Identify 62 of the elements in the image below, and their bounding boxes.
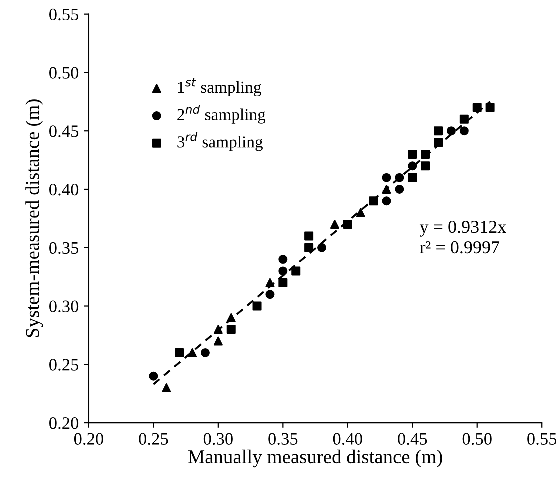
point — [382, 173, 392, 182]
y-tick-label: 0.25 — [50, 359, 79, 371]
point — [460, 114, 469, 124]
point — [175, 348, 184, 358]
point — [226, 325, 236, 334]
point — [382, 184, 392, 194]
point — [278, 266, 288, 276]
point — [266, 278, 275, 288]
x-axis-title: Manually measured distance (m) — [188, 450, 442, 468]
point — [330, 220, 340, 230]
y-tick-label: 0.45 — [50, 126, 79, 138]
y-axis-title: System-measured distance (m) — [26, 100, 44, 338]
point — [226, 313, 236, 322]
y-tick-label: 0.20 — [50, 418, 79, 430]
x-tick-label: 0.30 — [204, 433, 233, 446]
point — [460, 126, 469, 136]
point — [395, 173, 404, 182]
point — [200, 348, 210, 358]
point — [214, 336, 223, 346]
point — [434, 138, 444, 148]
point — [278, 255, 288, 264]
point — [304, 243, 314, 252]
y-tick-label: 0.55 — [50, 8, 79, 21]
x-tick-label: 0.40 — [333, 433, 362, 446]
point — [149, 372, 158, 381]
point — [434, 126, 444, 136]
point — [292, 266, 301, 276]
legend-label: 3$^{rd}$ sampling — [178, 132, 263, 152]
point — [252, 302, 262, 311]
point — [382, 196, 392, 206]
y-tick-label: 0.40 — [50, 184, 79, 196]
point — [162, 384, 172, 392]
x-tick-label: 0.25 — [139, 433, 168, 446]
point — [446, 126, 456, 136]
point — [395, 184, 404, 194]
point — [304, 232, 314, 241]
point — [356, 208, 366, 218]
point — [214, 325, 223, 334]
annotation: y = 0.9312x — [420, 220, 506, 237]
point — [278, 278, 288, 288]
point — [343, 220, 352, 230]
point — [318, 243, 326, 252]
point — [188, 348, 198, 358]
point — [369, 196, 378, 206]
y-tick-label: 0.30 — [50, 300, 79, 313]
point — [486, 103, 495, 112]
legend-label: 2$^{nd}$ sampling — [178, 105, 266, 124]
x-tick-label: 0.20 — [74, 433, 104, 446]
x-tick-label: 0.50 — [462, 433, 492, 446]
point — [421, 150, 430, 159]
legend-label: 1$^{st}$ sampling — [178, 78, 262, 97]
y-tick-label: 0.35 — [50, 242, 79, 254]
point — [408, 173, 418, 182]
point — [266, 290, 275, 300]
point — [408, 150, 418, 159]
x-tick-label: 0.35 — [268, 433, 298, 446]
annotation: r² = 0.9997 — [420, 241, 500, 254]
point — [421, 162, 430, 171]
y-tick-label: 0.50 — [50, 67, 79, 79]
point — [408, 162, 418, 171]
x-tick-label: 0.45 — [398, 433, 428, 446]
point — [472, 103, 482, 112]
